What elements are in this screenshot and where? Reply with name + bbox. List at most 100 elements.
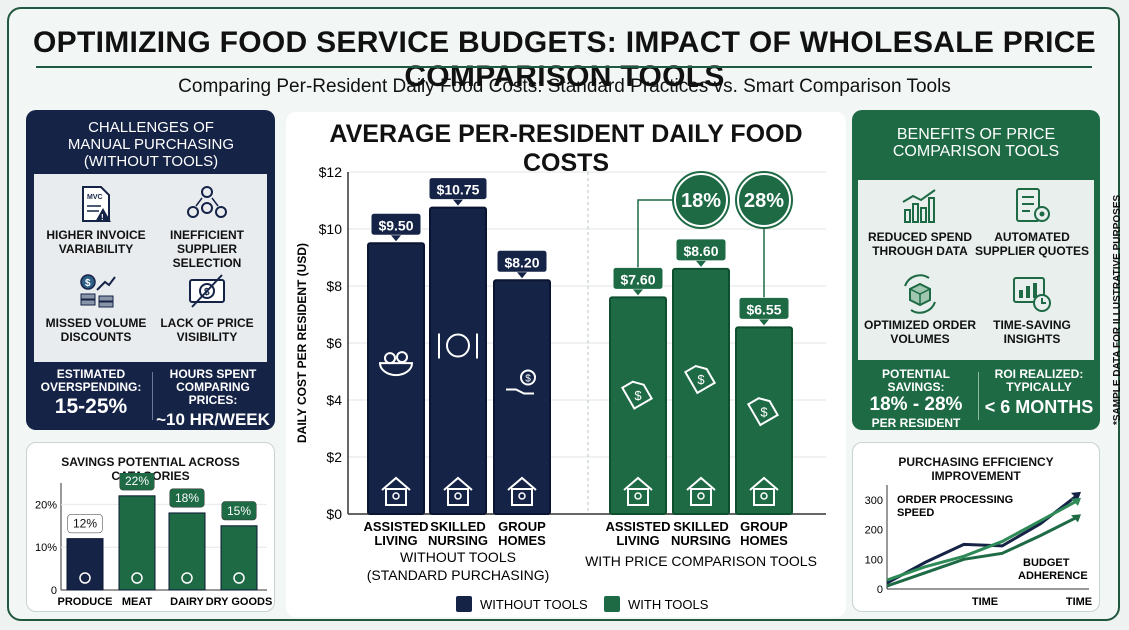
bar (493, 279, 551, 515)
house-icon (507, 476, 537, 506)
category-label: DAIRY (170, 596, 204, 608)
house-person (697, 492, 705, 500)
x-axis-label: TIME (972, 596, 998, 608)
data-label: 22% (125, 474, 149, 488)
page-title: OPTIMIZING FOOD SERVICE BUDGETS: IMPACT … (33, 26, 1096, 93)
house-icon (686, 476, 716, 506)
svg-text:$: $ (204, 287, 210, 298)
data-label-bg (496, 249, 548, 273)
house-person (634, 492, 642, 500)
price-tag-icon: $ (746, 397, 780, 427)
challenge-label: HIGHER INVOICE VARIABILITY (46, 228, 146, 256)
group-label: (STANDARD PURCHASING) (367, 567, 550, 583)
y-tick-label: $0 (326, 506, 342, 522)
category-label: LIVING (374, 533, 417, 548)
data-label-bg (675, 238, 727, 262)
savings-label: POTENTIAL SAVINGS: (882, 367, 950, 394)
hand-coin-icon: $ (506, 369, 536, 395)
data-label: $9.50 (378, 217, 413, 233)
data-label: $10.75 (437, 182, 480, 198)
bar (735, 326, 793, 515)
supplier-network-icon (187, 186, 227, 218)
stat-divider (152, 372, 153, 420)
plate-cutlery-icon (438, 333, 478, 359)
challenge-item: MVC ! HIGHER INVOICE VARIABILITY (36, 184, 156, 256)
invoice-icon-text: MVC (87, 194, 103, 201)
benefits-title: BENEFITS OF PRICE COMPARISON TOOLS (892, 126, 1060, 160)
overspending-value: 15-25% (54, 395, 128, 418)
y-tick-label: $6 (326, 335, 342, 351)
bar (66, 538, 104, 591)
category-icon (181, 572, 193, 584)
house-person (518, 492, 526, 500)
savings-value: 18% - 28% (869, 394, 963, 415)
house-body (753, 488, 775, 506)
y-tick-label: 20% (35, 499, 57, 511)
hours-stat: HOURS SPENT COMPARING PRICES: ~10 HR/WEE… (154, 368, 272, 433)
house-body (690, 488, 712, 506)
data-label: 15% (227, 504, 251, 518)
chart-clock-icon (1013, 277, 1051, 312)
sample-data-note: *SAMPLE DATA FOR ILLUSTRATIVE PURPOSES (1112, 194, 1123, 425)
tag-outline (683, 364, 717, 395)
series-line (886, 514, 1080, 588)
tag-symbol: $ (760, 404, 768, 419)
category-label: PRODUCE (57, 596, 112, 608)
data-label-pointer (517, 272, 527, 279)
coin-symbol: $ (525, 373, 531, 384)
efficiency-chart-title: PURCHASING EFFICIENCY IMPROVEMENT (898, 455, 1054, 483)
potential-savings-stat: POTENTIAL SAVINGS: 18% - 28% PER RESIDEN… (856, 367, 976, 431)
savings-categories-box: SAVINGS POTENTIAL ACROSS CATAGORIES 010%… (26, 442, 275, 612)
data-label-pointer (696, 260, 706, 267)
y-tick-label: $8 (326, 278, 342, 294)
house-body (385, 488, 407, 506)
challenges-title: CHALLENGES OF MANUAL PURCHASING (WITHOUT… (67, 119, 235, 170)
y-tick-label: 300 (865, 495, 883, 507)
tag-symbol: $ (634, 388, 642, 403)
hand (506, 388, 534, 395)
y-tick-label: $2 (326, 449, 342, 465)
y-tick-label: 200 (865, 525, 883, 537)
stat-divider (978, 372, 979, 420)
legend-swatch (456, 596, 472, 612)
y-axis-label: DAILY COST PER RESIDENT (USD) (295, 243, 309, 443)
tag-outline (620, 380, 654, 410)
overspending-label: ESTIMATED OVERSPENDING: (40, 367, 142, 394)
tag-symbol: $ (697, 372, 705, 387)
salad-bowl-icon (378, 351, 414, 377)
house-roof (623, 476, 653, 491)
category-icon (79, 572, 91, 584)
checklist-gear-icon (1016, 188, 1050, 222)
data-label: $7.60 (620, 271, 655, 287)
series-label: ORDER PROCESSING (897, 494, 1013, 506)
benefit-label: OPTIMIZED ORDER VOLUMES (863, 318, 976, 346)
house-person (454, 492, 462, 500)
bar (118, 495, 156, 591)
svg-text:$: $ (85, 278, 91, 289)
category-label: ASSISTED (605, 519, 670, 534)
series-label: ADHERENCE (1018, 570, 1088, 582)
data-label: 12% (73, 517, 97, 531)
series-label: BUDGET (1023, 557, 1070, 569)
challenges-body: MVC ! HIGHER INVOICE VARIABILITY INEFFIC… (34, 174, 267, 362)
hours-value: ~10 HR/WEEK (156, 410, 270, 429)
benefit-item: AUTOMATED SUPPLIER QUOTES (972, 186, 1092, 258)
category-label: NURSING (428, 533, 488, 548)
challenge-label: MISSED VOLUME DISCOUNTS (45, 316, 147, 344)
category-label: SKILLED (673, 519, 729, 534)
benefits-body: REDUCED SPEND THROUGH DATA AUTOMATED SUP… (858, 180, 1094, 360)
challenge-item: $ LACK OF PRICE VISIBILITY (147, 272, 267, 344)
house-body (447, 488, 469, 506)
y-tick-label: $10 (319, 221, 343, 237)
group-label: WITHOUT TOOLS (400, 549, 516, 565)
category-label: DRY GOODS (206, 596, 273, 608)
efficiency-box: PURCHASING EFFICIENCY IMPROVEMENT 0 100 20… (852, 442, 1100, 612)
data-label-fill (222, 501, 256, 520)
bar (429, 206, 487, 515)
house-roof (686, 476, 716, 491)
data-label-pointer (633, 289, 643, 296)
house-icon (749, 476, 779, 506)
y-tick-label: 100 (865, 554, 883, 566)
category-label: LIVING (616, 533, 659, 548)
callout-text: 28% (744, 190, 784, 212)
